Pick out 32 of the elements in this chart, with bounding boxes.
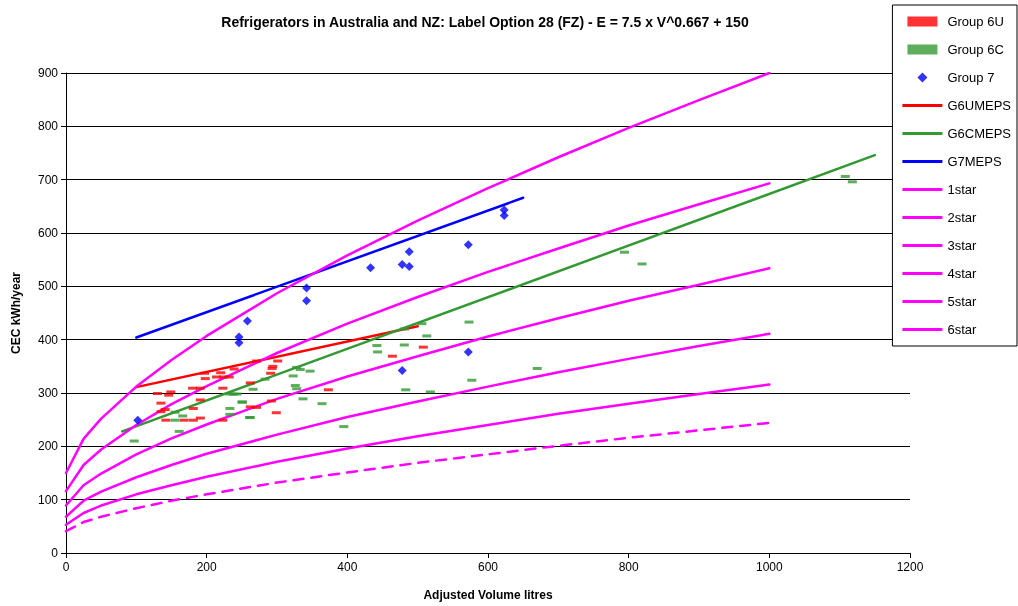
x-tick-label: 200 <box>196 560 217 574</box>
x-tick-label: 600 <box>477 560 499 574</box>
legend-label: 4star <box>947 266 977 281</box>
legend-label: Group 7 <box>947 70 995 85</box>
x-tick-label: 400 <box>337 560 358 574</box>
legend-label: G6UMEPS <box>947 98 1012 113</box>
y-tick-label: 700 <box>37 172 59 187</box>
legend-label: Group 6C <box>947 42 1004 57</box>
x-tick-label: 1200 <box>896 560 924 574</box>
y-tick-label: 500 <box>37 279 59 294</box>
y-tick-label: 0 <box>51 546 59 560</box>
x-tick-label: 0 <box>62 560 70 574</box>
y-tick-label: 900 <box>37 66 59 80</box>
chart-title: Refrigerators in Australia and NZ: Label Option 28 (FZ) - E = 7.5 x V^0.667 + 150 <box>221 14 749 30</box>
y-tick-label: 100 <box>37 492 59 507</box>
legend-label: 1star <box>947 182 977 197</box>
x-tick-label: 1000 <box>755 560 783 574</box>
x-tick-label: 800 <box>618 560 639 574</box>
y-tick-label: 600 <box>37 226 59 240</box>
legend-label: 2star <box>947 210 977 225</box>
legend-label: G7MEPS <box>947 154 1002 169</box>
y-tick-label: 800 <box>37 119 59 134</box>
y-axis-title: CEC kWh/year <box>9 271 23 355</box>
legend-label: Group 6U <box>947 14 1004 29</box>
legend-label: 5star <box>947 294 977 309</box>
x-axis-title: Adjusted Volume litres <box>423 588 553 602</box>
legend-label: 3star <box>947 238 977 253</box>
legend-label: G6CMEPS <box>947 126 1012 141</box>
y-tick-label: 200 <box>37 439 59 454</box>
legend-label: 6star <box>947 322 977 337</box>
y-tick-label: 300 <box>37 386 59 400</box>
y-tick-label: 400 <box>37 332 59 347</box>
